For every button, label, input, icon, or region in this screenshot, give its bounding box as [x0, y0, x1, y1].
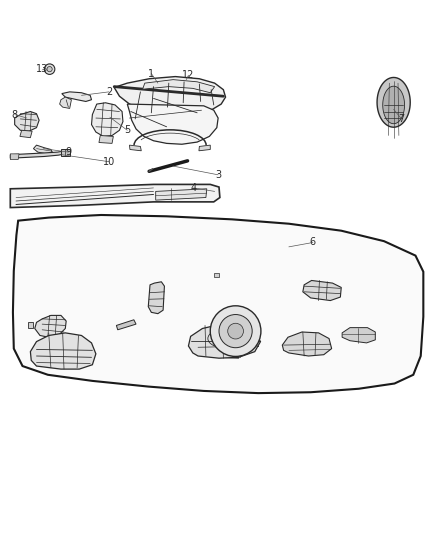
Polygon shape	[188, 324, 261, 358]
Circle shape	[219, 314, 252, 348]
Polygon shape	[61, 149, 70, 157]
Polygon shape	[214, 273, 219, 277]
Polygon shape	[28, 322, 33, 328]
Text: 3: 3	[215, 170, 221, 180]
Polygon shape	[199, 145, 210, 151]
Polygon shape	[62, 92, 92, 101]
Polygon shape	[13, 215, 424, 393]
Text: 9: 9	[65, 147, 71, 157]
Polygon shape	[60, 97, 71, 108]
Polygon shape	[130, 145, 141, 151]
Text: 6: 6	[310, 238, 316, 247]
Polygon shape	[377, 77, 410, 127]
Polygon shape	[155, 189, 207, 200]
Polygon shape	[11, 151, 65, 158]
Circle shape	[44, 64, 55, 75]
Polygon shape	[99, 135, 113, 143]
Text: 8: 8	[11, 110, 18, 119]
Text: 1: 1	[148, 69, 154, 78]
Polygon shape	[342, 328, 375, 343]
Polygon shape	[35, 316, 66, 337]
Polygon shape	[92, 103, 123, 136]
Polygon shape	[33, 145, 52, 154]
Polygon shape	[383, 86, 405, 124]
Text: 2: 2	[106, 87, 112, 97]
Circle shape	[210, 306, 261, 357]
Circle shape	[228, 323, 244, 339]
Polygon shape	[127, 104, 218, 144]
Polygon shape	[14, 111, 39, 131]
Polygon shape	[11, 154, 19, 159]
Polygon shape	[143, 79, 215, 93]
Polygon shape	[30, 333, 96, 369]
Polygon shape	[303, 280, 341, 301]
Text: 5: 5	[124, 125, 131, 135]
Polygon shape	[220, 350, 239, 358]
Polygon shape	[20, 130, 32, 138]
Circle shape	[47, 67, 52, 72]
Polygon shape	[114, 77, 226, 115]
Polygon shape	[117, 320, 136, 330]
Text: 7: 7	[399, 114, 405, 124]
Polygon shape	[148, 282, 164, 313]
Text: 13: 13	[36, 64, 48, 74]
Text: 4: 4	[191, 183, 197, 193]
Polygon shape	[11, 184, 220, 207]
Text: 10: 10	[103, 157, 115, 167]
Text: 12: 12	[182, 70, 194, 80]
Polygon shape	[283, 332, 332, 356]
